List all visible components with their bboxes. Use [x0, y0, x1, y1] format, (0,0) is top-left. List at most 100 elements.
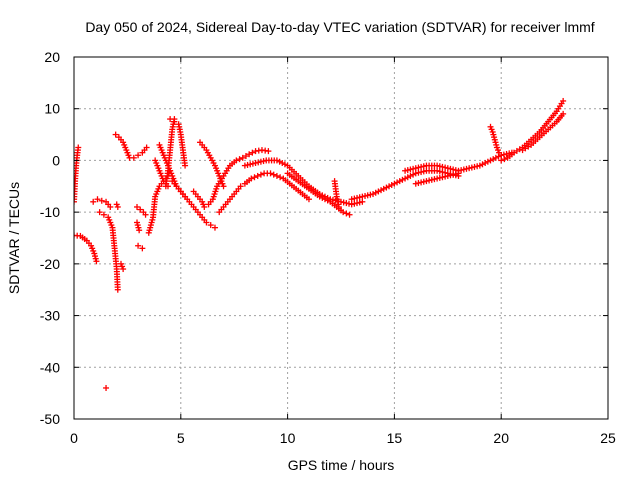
data-point-arc-03 [90, 198, 97, 205]
data-point-arc-18 [201, 203, 208, 210]
data-point-arc-07 [135, 152, 142, 159]
data-point-arc-21 [273, 157, 280, 164]
y-tick-label: 0 [52, 152, 60, 168]
x-tick-label: 5 [177, 430, 185, 446]
data-point-arc-17 [167, 116, 174, 123]
data-point-arc-22 [346, 211, 353, 218]
data-point-arc-07 [143, 144, 150, 151]
data-point-arc-20 [257, 171, 264, 178]
plot-frame [73, 56, 609, 420]
data-point-arc-18 [236, 156, 243, 163]
data-point-arc-07 [130, 154, 137, 161]
data-point-arc-08 [134, 203, 141, 210]
data-point-arc-28 [498, 157, 505, 164]
x-axis-label: GPS time / hours [288, 457, 395, 473]
data-point-arc-18 [239, 154, 246, 161]
data-point-arc-18 [233, 157, 240, 164]
data-point-arc-01 [74, 198, 77, 205]
axis-ticks [73, 56, 609, 420]
tick-labels: 0 5 10 15 20 25 20 10 0 -10 -20 -30 -40 -50 [40, 49, 616, 446]
data-point-arc-24 [396, 178, 403, 185]
data-point-arc-10 [139, 245, 146, 252]
y-axis-label: SDTVAR / TECUs [6, 182, 22, 294]
data-point-arc-19 [220, 183, 227, 190]
data-point-arc-22 [324, 197, 331, 204]
y-tick-label: -30 [40, 308, 60, 324]
data-point-arc-18 [249, 149, 256, 156]
data-point-arc-20 [267, 170, 274, 177]
data-point-arc-03 [107, 203, 114, 210]
data-point-arc-24 [394, 179, 401, 186]
data-point-arc-22 [316, 193, 323, 200]
data-point-arc-18 [265, 148, 272, 155]
data-points [74, 97, 567, 391]
data-point-arc-24 [391, 180, 398, 187]
data-point-arc-17 [182, 162, 189, 169]
y-tick-label: -50 [40, 411, 60, 427]
data-point-arc-24 [407, 172, 414, 179]
data-point-arc-18 [242, 153, 249, 160]
grid-lines [74, 57, 608, 419]
data-point-arc-25 [479, 161, 486, 168]
data-point-arc-01 [75, 144, 82, 151]
data-point-arc-24 [370, 191, 377, 198]
data-point-arc-24 [380, 185, 387, 192]
y-tick-label: -20 [40, 256, 60, 272]
data-point-arc-02 [93, 258, 100, 265]
data-point-arc-04 [114, 286, 121, 293]
data-point-arc-21 [276, 158, 283, 165]
data-point-arc-04 [100, 211, 107, 218]
data-point-arc-22 [343, 210, 350, 217]
data-point-arc-20 [248, 175, 255, 182]
data-point-arc-16 [211, 224, 218, 231]
data-point-arc-20 [273, 172, 280, 179]
data-point-arc-03 [98, 197, 105, 204]
data-point-arc-20 [277, 174, 284, 181]
data-point-arc-05 [120, 266, 127, 273]
data-point-arc-25 [476, 162, 483, 169]
data-point-arc-20 [251, 174, 258, 181]
data-point-arc-25 [484, 158, 491, 165]
data-point-arc-26 [455, 170, 462, 177]
data-point-arc-22 [319, 194, 326, 201]
x-tick-label: 20 [493, 430, 509, 446]
x-tick-label: 15 [387, 430, 403, 446]
data-point-arc-24 [402, 175, 409, 182]
data-point-arc-25 [482, 160, 489, 167]
data-point-arc-08 [142, 211, 149, 218]
data-point-arc-28 [501, 156, 508, 163]
data-point-arc-24 [378, 187, 385, 194]
data-point-arc-24 [410, 171, 417, 178]
data-point-arc-18 [246, 151, 253, 158]
data-point-arc-17 [171, 118, 178, 125]
data-point-arc-27 [498, 152, 505, 159]
data-point-arc-28 [560, 97, 567, 104]
data-point-arc-09 [136, 227, 143, 234]
data-point-arc-04 [96, 209, 103, 216]
data-point-arc-24 [404, 174, 411, 181]
data-point-arc-22 [321, 196, 328, 203]
data-point-arc-24 [375, 188, 382, 195]
data-point-arc-07 [112, 131, 119, 138]
x-tick-label: 25 [600, 430, 616, 446]
data-point-arc-25 [490, 156, 497, 163]
x-tick-label: 10 [280, 430, 296, 446]
y-tick-label: -10 [40, 204, 60, 220]
data-point-arc-23 [335, 203, 342, 210]
x-tick-label: 0 [70, 430, 78, 446]
y-tick-label: -40 [40, 359, 60, 375]
data-point-arc-06 [114, 203, 121, 210]
data-point-arc-16 [203, 219, 210, 226]
data-point-arc-24 [388, 181, 395, 188]
data-point-arc-03 [94, 196, 101, 203]
data-point-arc-21 [281, 161, 288, 168]
data-point-arc-20 [305, 196, 312, 203]
data-point-arc-24 [372, 189, 379, 196]
data-point-arc-20 [237, 183, 244, 190]
data-point-arc-10 [135, 242, 142, 249]
data-point-arc-29 [560, 110, 567, 117]
y-tick-label: 20 [44, 49, 60, 65]
data-point-arc-25 [487, 157, 494, 164]
data-point-arc-24 [383, 184, 390, 191]
